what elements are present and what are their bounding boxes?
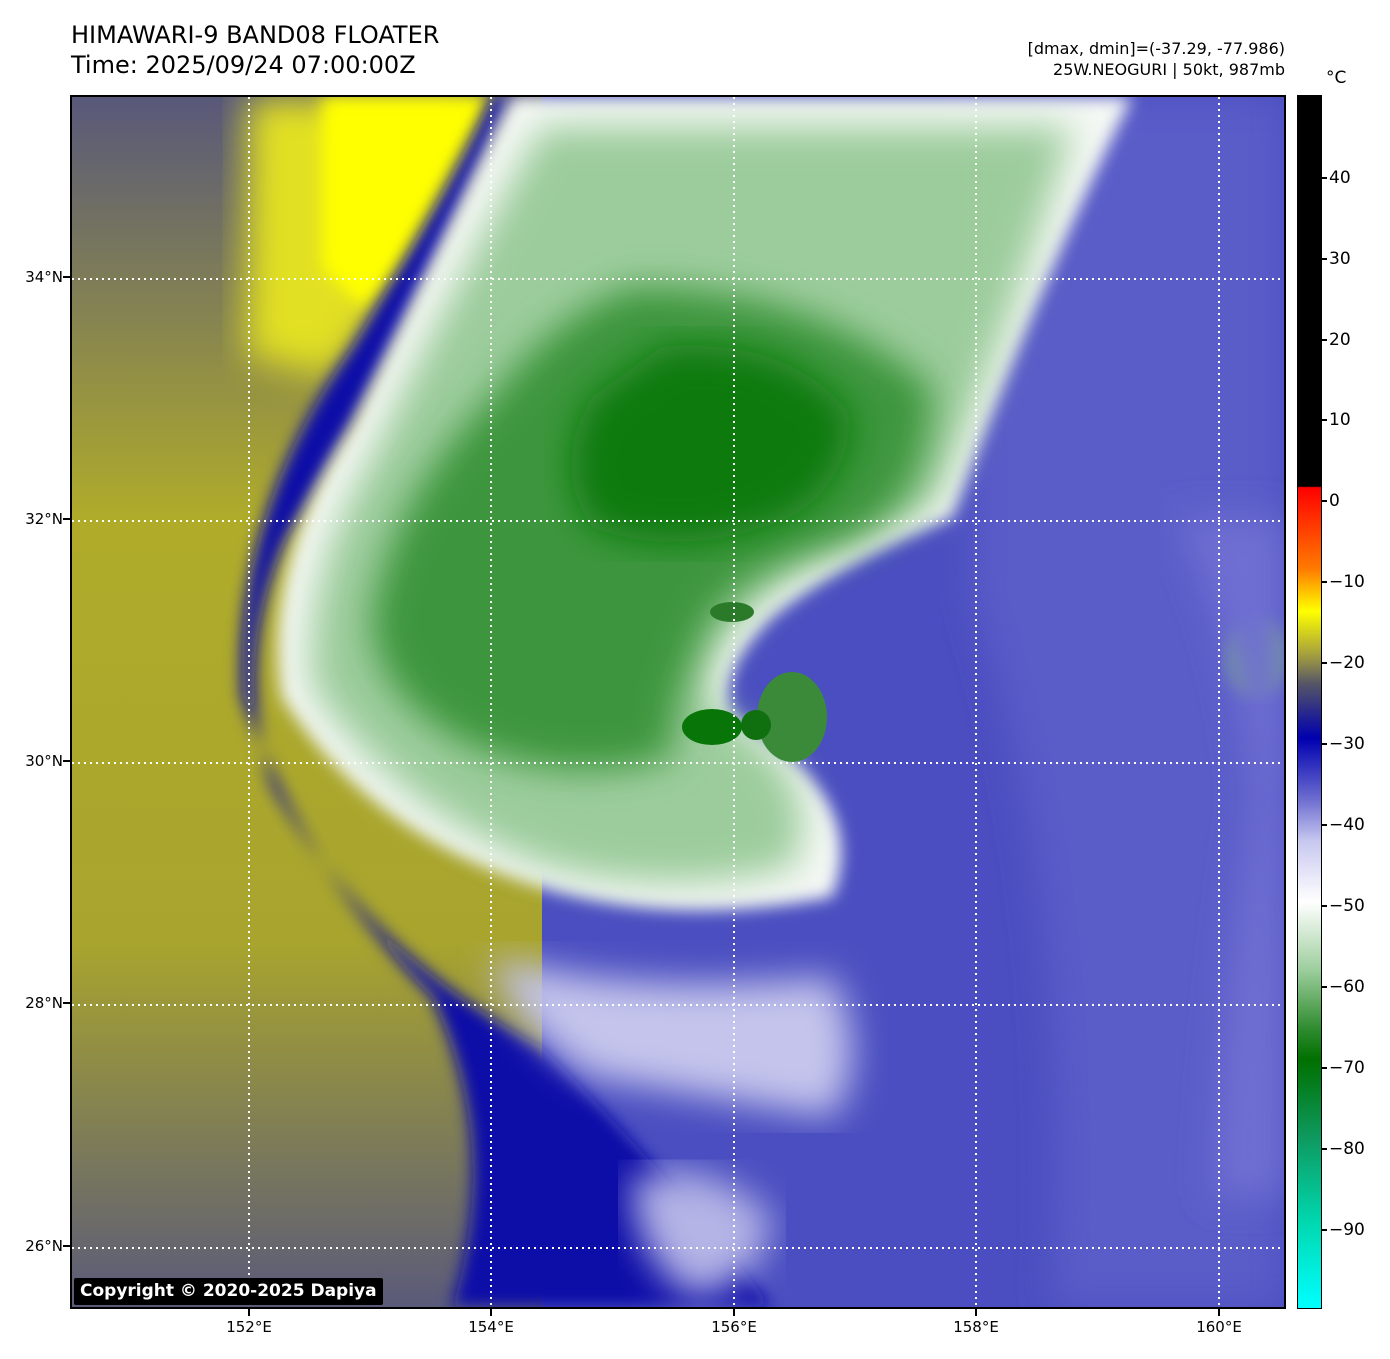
colorbar-label: 20 bbox=[1329, 330, 1351, 350]
lon-label: 160°E bbox=[1196, 1318, 1242, 1336]
storm-label: 25W.NEOGURI | 50kt, 987mb bbox=[1053, 60, 1285, 79]
colorbar-tick bbox=[1322, 1067, 1327, 1069]
colorbar-tick bbox=[1322, 662, 1327, 664]
lon-label: 156°E bbox=[711, 1318, 757, 1336]
storm-info: [dmax, dmin]=(-37.29, -77.986) 25W.NEOGU… bbox=[1028, 38, 1285, 80]
water-vapor-field bbox=[72, 97, 1284, 1307]
value-range: [dmax, dmin]=(-37.29, -77.986) bbox=[1027, 39, 1285, 58]
colorbar-label: −50 bbox=[1329, 896, 1365, 916]
lon-label: 154°E bbox=[468, 1318, 514, 1336]
colorbar-tick bbox=[1322, 1148, 1327, 1150]
lon-tick bbox=[248, 1309, 250, 1316]
lat-label: 34°N bbox=[25, 268, 63, 286]
colorbar-label: 0 bbox=[1329, 491, 1340, 511]
colorbar bbox=[1297, 95, 1322, 1309]
lat-tick bbox=[63, 1245, 70, 1247]
colorbar-tick bbox=[1322, 824, 1327, 826]
colorbar-tick bbox=[1322, 258, 1327, 260]
lon-tick bbox=[490, 1309, 492, 1316]
colorbar-label: −80 bbox=[1329, 1139, 1365, 1159]
lat-label: 26°N bbox=[25, 1237, 63, 1255]
colorbar-label: −40 bbox=[1329, 815, 1365, 835]
colorbar-tick bbox=[1322, 581, 1327, 583]
lat-label: 32°N bbox=[25, 510, 63, 528]
satellite-image[interactable]: Copyright © 2020-2025 Dapiya bbox=[70, 95, 1286, 1309]
lat-tick bbox=[63, 1002, 70, 1004]
colorbar-label: −10 bbox=[1329, 572, 1365, 592]
colorbar-tick bbox=[1322, 177, 1327, 179]
colorbar-tick bbox=[1322, 905, 1327, 907]
copyright-badge: Copyright © 2020-2025 Dapiya bbox=[74, 1278, 383, 1305]
lon-tick bbox=[1218, 1309, 1220, 1316]
colorbar-tick bbox=[1322, 743, 1327, 745]
graticule bbox=[72, 97, 1284, 1307]
product-title: HIMAWARI-9 BAND08 FLOATER bbox=[71, 21, 440, 49]
lat-tick bbox=[63, 276, 70, 278]
lon-tick bbox=[975, 1309, 977, 1316]
lat-tick bbox=[63, 518, 70, 520]
lon-tick bbox=[733, 1309, 735, 1316]
lat-label: 28°N bbox=[25, 994, 63, 1012]
valid-time: Time: 2025/09/24 07:00:00Z bbox=[71, 51, 416, 79]
colorbar-label: −60 bbox=[1329, 977, 1365, 997]
colorbar-label: −30 bbox=[1329, 734, 1365, 754]
colorbar-tick bbox=[1322, 500, 1327, 502]
colorbar-tick bbox=[1322, 1229, 1327, 1231]
chart-title: HIMAWARI-9 BAND08 FLOATER Time: 2025/09/… bbox=[71, 20, 439, 80]
lat-tick bbox=[63, 760, 70, 762]
colorbar-label: −90 bbox=[1329, 1220, 1365, 1240]
lon-label: 152°E bbox=[226, 1318, 272, 1336]
colorbar-label: −70 bbox=[1329, 1058, 1365, 1078]
lat-label: 30°N bbox=[25, 752, 63, 770]
colorbar-tick bbox=[1322, 986, 1327, 988]
colorbar-label: −20 bbox=[1329, 653, 1365, 673]
lon-label: 158°E bbox=[953, 1318, 999, 1336]
colorbar-tick bbox=[1322, 419, 1327, 421]
colorbar-label: 30 bbox=[1329, 249, 1351, 269]
colorbar-unit: °C bbox=[1326, 68, 1347, 88]
colorbar-label: 40 bbox=[1329, 168, 1351, 188]
colorbar-label: 10 bbox=[1329, 410, 1351, 430]
colorbar-tick bbox=[1322, 339, 1327, 341]
